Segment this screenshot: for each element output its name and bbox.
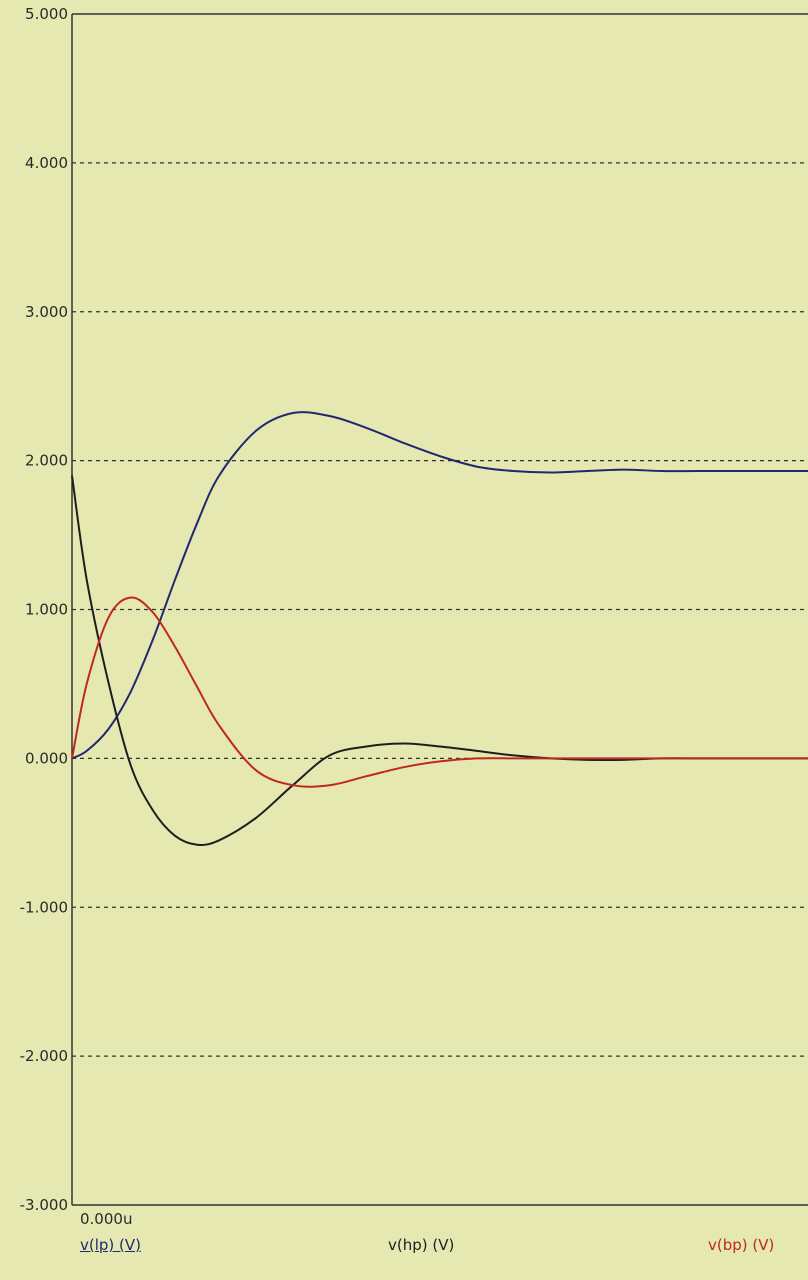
y-tick-label: 0.000 <box>25 749 68 767</box>
y-tick-label: -1.000 <box>20 898 68 916</box>
legend-series-bp[interactable]: v(bp) (V) <box>708 1236 775 1254</box>
y-tick-label: 5.000 <box>25 5 68 23</box>
series-line-2 <box>71 596 808 788</box>
y-tick-label: 4.000 <box>25 154 68 172</box>
y-tick-label: -3.000 <box>20 1196 68 1214</box>
y-tick-label: 2.000 <box>25 452 68 470</box>
x-start-tick-label: 0.000u <box>80 1210 133 1228</box>
legend-series-hp[interactable]: v(hp) (V) <box>388 1236 455 1254</box>
y-tick-label: 3.000 <box>25 303 68 321</box>
series-line-0 <box>71 411 808 760</box>
y-tick-label: -2.000 <box>20 1047 68 1065</box>
y-tick-label: 1.000 <box>25 601 68 619</box>
legend-series-lp[interactable]: v(lp) (V) <box>80 1236 142 1254</box>
